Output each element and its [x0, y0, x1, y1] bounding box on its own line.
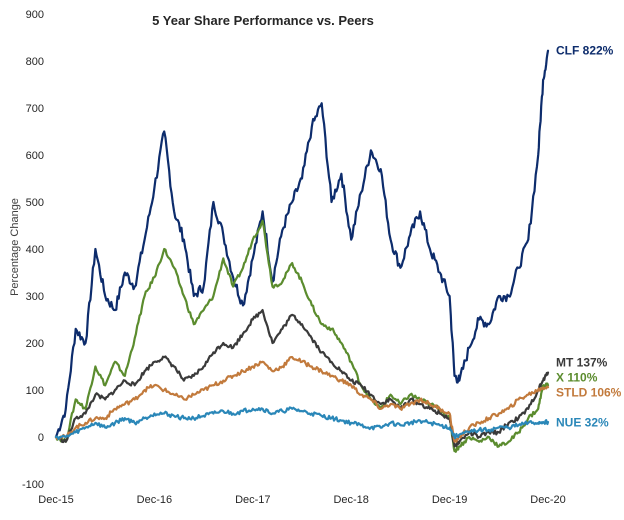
x-tick-label: Dec-15: [38, 494, 73, 506]
y-tick-label: 700: [26, 103, 44, 115]
y-axis-ticks: -100 0 100 200 300 400 500 600 700 800 900: [22, 9, 44, 491]
y-tick-label: 400: [26, 244, 44, 256]
y-tick-label: 100: [26, 385, 44, 397]
series-line-stld: [54, 356, 550, 443]
y-tick-label: 200: [26, 338, 44, 350]
series-line-clf: [54, 49, 550, 439]
y-tick-label: 600: [26, 150, 44, 162]
end-label-mt: MT 137%: [556, 356, 608, 370]
y-tick-label: 300: [26, 291, 44, 303]
series-line-mt: [54, 309, 550, 448]
x-tick-label: Dec-18: [333, 494, 368, 506]
y-tick-label: 900: [26, 9, 44, 21]
x-tick-label: Dec-19: [432, 494, 467, 506]
end-label-stld: STLD 106%: [556, 386, 622, 400]
x-axis-ticks: Dec-15 Dec-16 Dec-17 Dec-18 Dec-19 Dec-20: [38, 494, 565, 506]
y-tick-label: -100: [22, 479, 44, 491]
chart-title: 5 Year Share Performance vs. Peers: [152, 13, 374, 28]
end-label-x: X 110%: [556, 371, 598, 385]
y-tick-label: 0: [38, 432, 44, 444]
series-lines: [54, 49, 550, 453]
series-line-x: [54, 219, 550, 453]
x-tick-label: Dec-20: [530, 494, 565, 506]
y-axis-label: Percentage Change: [9, 198, 21, 296]
end-label-nue: NUE 32%: [556, 416, 609, 430]
y-tick-label: 800: [26, 56, 44, 68]
y-tick-label: 500: [26, 197, 44, 209]
end-label-clf: CLF 822%: [556, 44, 614, 58]
series-line-nue: [54, 406, 550, 441]
x-tick-label: Dec-17: [235, 494, 270, 506]
series-end-labels: CLF 822% X 110%MT 137% STLD 106% NUE 32%: [556, 44, 622, 430]
x-tick-label: Dec-16: [137, 494, 172, 506]
